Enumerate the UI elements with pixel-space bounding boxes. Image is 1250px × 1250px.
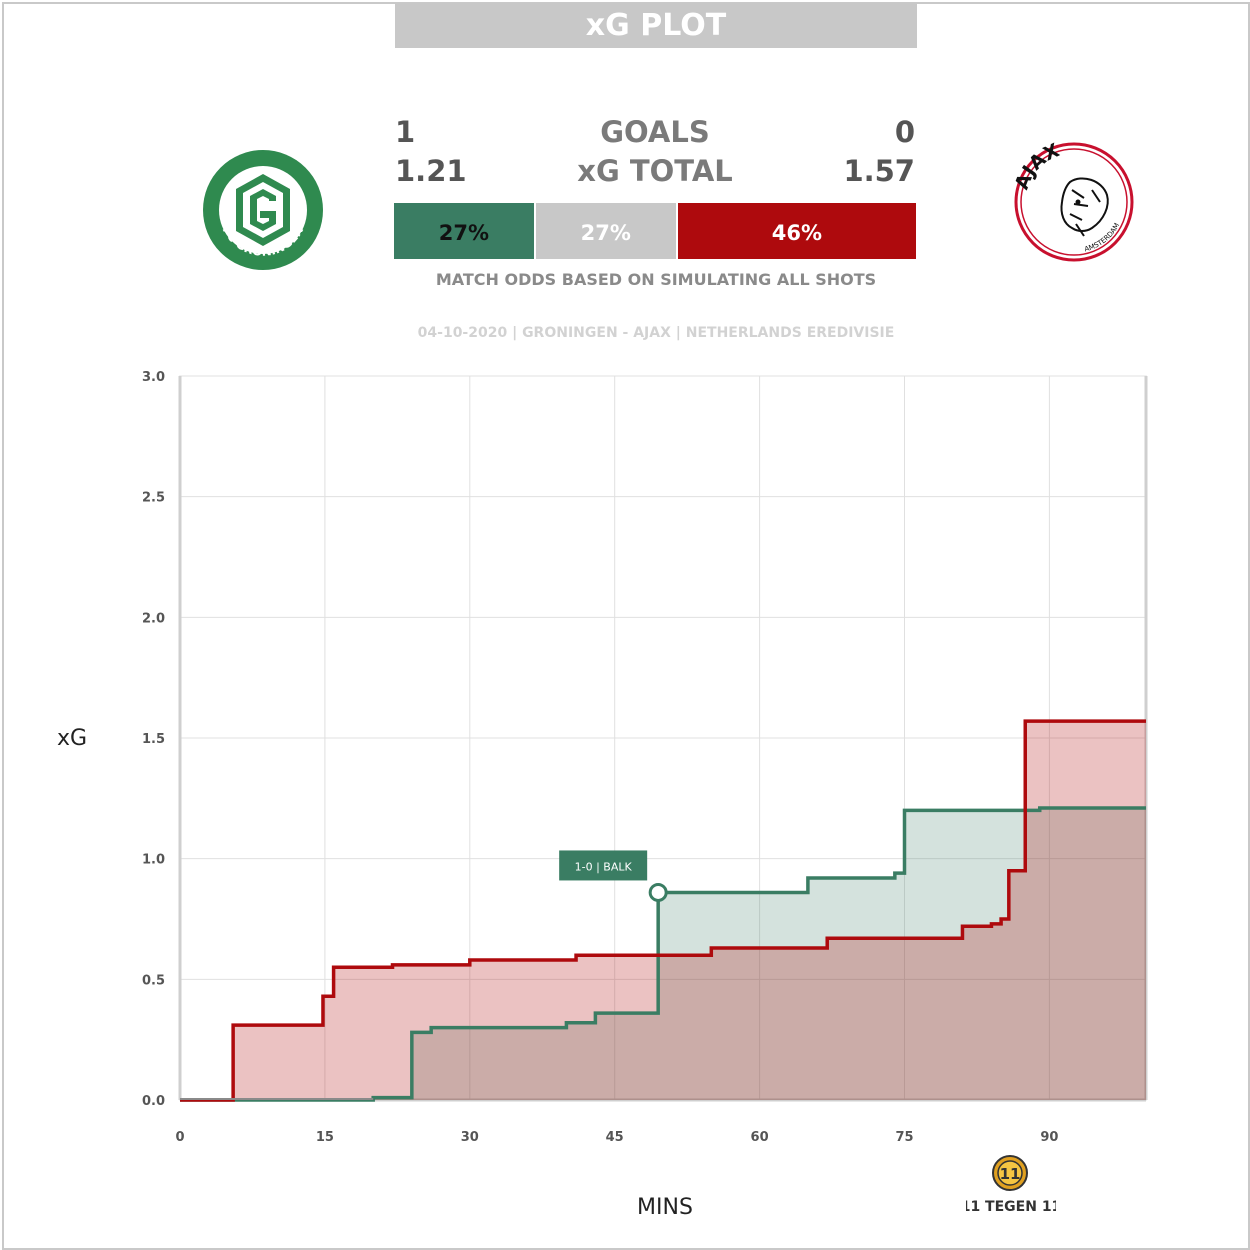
brand-text: 11 TEGEN 11 [966,1199,1056,1215]
away-win-odds-bar: 46% [677,203,916,259]
away-goals: 0 [894,115,915,149]
groningen-logo: FC GRONINGEN [202,149,324,271]
page-title: xG PLOT [395,3,917,48]
brand-monogram: 11 [1000,1165,1021,1183]
odds-note: MATCH ODDS BASED ON SIMULATING ALL SHOTS [435,270,877,289]
home-xg-total: 1.21 [395,154,467,188]
draw-odds-bar: 27% [535,203,676,259]
xg-total-label: xG TOTAL [577,154,733,188]
home-win-odds-bar: 27% [394,203,534,259]
ajax-logo: AJAX AMSTERDAM [1011,139,1137,265]
brand-logo: 11 11 TEGEN 11 [961,1155,1061,1217]
goals-label: GOALS [600,115,710,149]
home-goals: 1 [395,115,416,149]
match-info: 04-10-2020 | GRONINGEN - AJAX | NETHERLA… [417,325,895,341]
y-axis-label: xG [57,726,88,751]
away-xg-total: 1.57 [843,154,915,188]
x-axis-label: MINS [637,1195,693,1220]
